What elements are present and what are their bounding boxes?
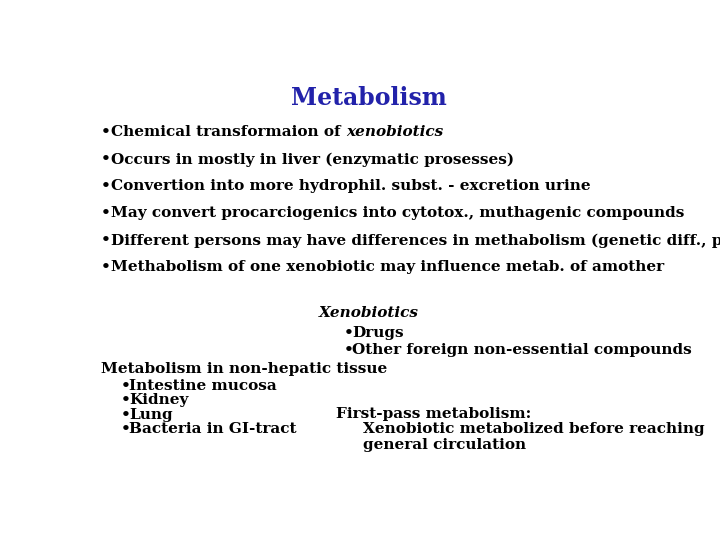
Text: xenobiotics: xenobiotics [346, 125, 444, 139]
Text: •: • [121, 379, 130, 393]
Text: Metabolism: Metabolism [291, 85, 447, 110]
Text: Methabolism of one xenobiotic may influence metab. of amother: Methabolism of one xenobiotic may influe… [111, 260, 665, 274]
Text: Convertion into more hydrophil. subst. - excretion urine: Convertion into more hydrophil. subst. -… [111, 179, 591, 193]
Text: •: • [101, 206, 111, 220]
Text: •: • [121, 408, 130, 422]
Text: •: • [101, 152, 111, 166]
Text: Drugs: Drugs [352, 326, 404, 340]
Text: Chemical transformaion of: Chemical transformaion of [111, 125, 346, 139]
Text: •: • [344, 343, 354, 357]
Text: Xenobiotic metabolized before reaching: Xenobiotic metabolized before reaching [364, 422, 705, 436]
Text: Occurs in mostly in liver (enzymatic prosesses): Occurs in mostly in liver (enzymatic pro… [111, 152, 514, 166]
Text: Different persons may have differences in methabolism (genetic diff., physiol. f: Different persons may have differences i… [111, 233, 720, 247]
Text: •: • [101, 125, 111, 139]
Text: •: • [344, 326, 354, 340]
Text: •: • [121, 393, 130, 407]
Text: Intestine mucosa: Intestine mucosa [129, 379, 276, 393]
Text: Xenobiotics: Xenobiotics [319, 306, 419, 320]
Text: •: • [101, 233, 111, 247]
Text: Other foreign non-essential compounds: Other foreign non-essential compounds [352, 343, 692, 357]
Text: May convert procarciogenics into cytotox., muthagenic compounds: May convert procarciogenics into cytotox… [111, 206, 685, 220]
Text: •: • [121, 422, 130, 436]
Text: Kidney: Kidney [129, 393, 189, 407]
Text: Metabolism in non-hepatic tissue: Metabolism in non-hepatic tissue [101, 362, 387, 376]
Text: •: • [101, 179, 111, 193]
Text: •: • [101, 260, 111, 274]
Text: Lung: Lung [129, 408, 173, 422]
Text: general circulation: general circulation [364, 438, 526, 452]
Text: First-pass metabolism:: First-pass metabolism: [336, 407, 531, 421]
Text: Bacteria in GI-tract: Bacteria in GI-tract [129, 422, 297, 436]
